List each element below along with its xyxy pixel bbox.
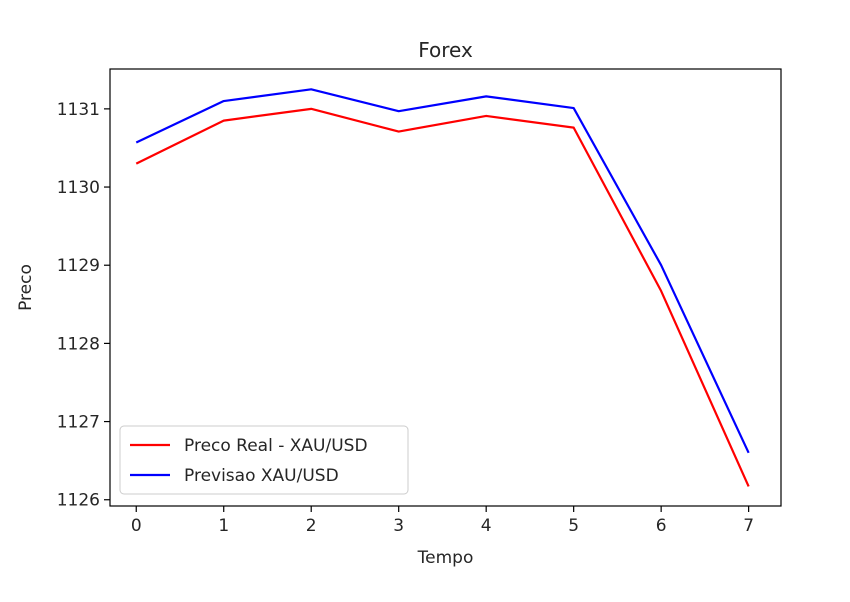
y-tick-label: 1129 xyxy=(57,256,100,276)
x-tick-label: 7 xyxy=(743,516,754,536)
y-tick-label: 1128 xyxy=(57,334,100,354)
x-tick-label: 2 xyxy=(306,516,317,536)
x-tick-label: 5 xyxy=(568,516,579,536)
plot-area-frame xyxy=(109,68,782,507)
y-tick-label: 1126 xyxy=(57,491,100,511)
x-tick-label: 4 xyxy=(481,516,492,536)
y-axis-label: Preco xyxy=(16,264,36,311)
y-axis-ticks: 1126 1127 1128 1129 1130 1131 xyxy=(57,100,110,511)
x-axis-label: Tempo xyxy=(417,548,474,568)
y-tick-label: 1130 xyxy=(57,178,100,198)
y-tick-label: 1127 xyxy=(57,413,100,433)
x-tick-label: 3 xyxy=(393,516,404,536)
x-tick-label: 6 xyxy=(656,516,667,536)
x-tick-label: 1 xyxy=(218,516,229,536)
series-line-0 xyxy=(135,107,750,487)
x-axis-ticks: 0 1 2 3 4 5 6 7 xyxy=(131,506,754,536)
legend: Preco Real - XAU/USD Previsao XAU/USD xyxy=(119,425,409,495)
legend-label-previsao: Previsao XAU/USD xyxy=(184,466,339,486)
y-tick-label: 1131 xyxy=(57,100,100,120)
series-layer xyxy=(135,88,750,487)
legend-box xyxy=(119,425,409,495)
chart-title: Forex xyxy=(418,38,473,62)
x-tick-label: 0 xyxy=(131,516,142,536)
legend-label-preco-real: Preco Real - XAU/USD xyxy=(184,436,368,456)
series-line-1 xyxy=(135,88,750,454)
